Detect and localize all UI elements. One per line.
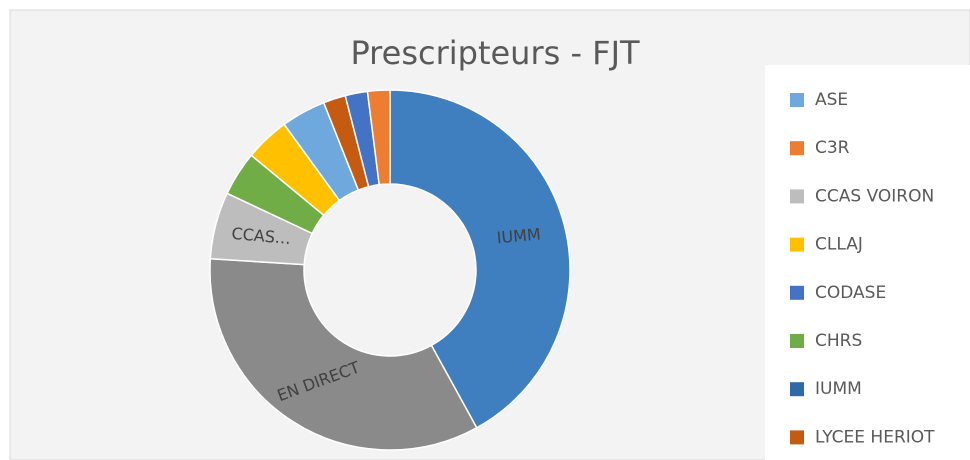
legend-swatch (790, 430, 804, 445)
slice (389, 89, 571, 429)
legend-swatch (790, 93, 804, 107)
chart-title: Prescripteurs - FJT (350, 34, 640, 72)
legend-swatch (790, 237, 804, 252)
slice (366, 89, 391, 186)
legend-swatch (790, 382, 804, 397)
legend-label: CLLAJ (815, 235, 863, 255)
slice-label: IUMM (496, 225, 542, 248)
legend-swatch (790, 141, 804, 156)
legend-box (765, 65, 970, 460)
legend-swatch (790, 189, 804, 204)
legend-label: CODASE (815, 283, 886, 303)
legend-label: C3R (815, 138, 850, 158)
legend-label: ASE (815, 90, 848, 110)
legend-label: LYCEE HERIOT (815, 427, 935, 447)
legend-label: CCAS VOIRON (815, 186, 934, 206)
legend-swatch (790, 334, 804, 348)
slice (209, 257, 478, 451)
legend-label: IUMM (815, 379, 862, 399)
legend-label: CHRS (815, 331, 862, 351)
legend-swatch (790, 285, 804, 300)
